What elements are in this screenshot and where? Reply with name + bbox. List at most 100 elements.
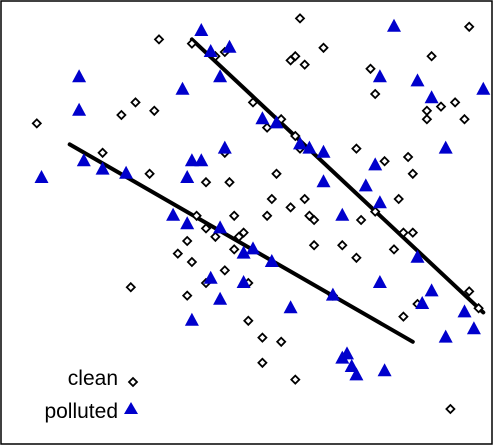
point-clean-14 — [130, 97, 141, 108]
point-clean-9 — [463, 21, 475, 33]
legend: clean polluted — [44, 367, 139, 423]
point-clean-30 — [97, 147, 108, 159]
legend-marker-clean — [127, 376, 139, 388]
point-polluted-22 — [293, 136, 307, 150]
point-polluted-1 — [203, 44, 218, 57]
point-polluted-30 — [372, 195, 387, 209]
point-polluted-26 — [438, 140, 453, 154]
point-polluted-5 — [387, 18, 401, 32]
point-clean-52 — [200, 223, 212, 234]
point-clean-64 — [308, 239, 320, 251]
point-polluted-32 — [180, 216, 195, 230]
point-clean-55 — [172, 248, 184, 259]
point-clean-45 — [355, 214, 367, 226]
point-clean-21 — [435, 101, 447, 112]
point-polluted-47 — [457, 304, 472, 318]
point-clean-59 — [219, 265, 231, 276]
point-clean-33 — [407, 168, 419, 180]
legend-label-clean: clean — [68, 367, 118, 390]
point-clean-13 — [247, 97, 259, 108]
point-clean-74 — [473, 302, 484, 314]
point-polluted-3 — [213, 69, 228, 83]
point-polluted-29 — [335, 207, 350, 221]
point-clean-70 — [257, 332, 268, 343]
point-polluted-46 — [415, 296, 430, 309]
point-clean-7 — [365, 63, 376, 75]
point-clean-25 — [290, 130, 301, 142]
point-clean-1 — [153, 34, 165, 45]
point-clean-54 — [181, 235, 193, 247]
point-clean-12 — [369, 88, 381, 100]
point-polluted-38 — [203, 270, 218, 284]
point-polluted-40 — [184, 312, 199, 326]
point-polluted-42 — [325, 287, 340, 301]
point-clean-24 — [459, 113, 470, 125]
point-polluted-51 — [344, 359, 359, 372]
point-polluted-18 — [194, 153, 209, 167]
point-clean-56 — [238, 227, 249, 238]
point-clean-27 — [402, 151, 414, 163]
point-clean-66 — [351, 252, 362, 264]
point-polluted-8 — [424, 90, 439, 104]
point-clean-2 — [186, 38, 198, 49]
point-clean-57 — [186, 256, 198, 268]
legend-label-polluted: polluted — [44, 400, 118, 423]
point-polluted-17 — [184, 153, 199, 167]
point-polluted-34 — [236, 245, 251, 259]
point-clean-46 — [398, 227, 409, 238]
point-clean-15 — [116, 109, 127, 121]
point-clean-77 — [445, 403, 456, 415]
point-clean-53 — [210, 231, 221, 243]
point-polluted-24 — [316, 144, 331, 158]
point-polluted-53 — [377, 363, 392, 377]
point-clean-47 — [388, 244, 400, 255]
point-polluted-7 — [410, 73, 425, 87]
point-clean-37 — [266, 193, 278, 205]
point-clean-39 — [261, 210, 273, 222]
point-clean-19 — [261, 122, 273, 133]
point-clean-65 — [337, 239, 348, 251]
point-clean-50 — [228, 210, 240, 222]
point-polluted-43 — [372, 275, 387, 288]
point-clean-71 — [398, 311, 409, 322]
point-polluted-31 — [166, 207, 181, 221]
point-clean-36 — [224, 176, 235, 188]
point-polluted-49 — [466, 321, 481, 335]
series-polluted — [34, 18, 491, 381]
point-clean-17 — [31, 118, 43, 129]
point-polluted-23 — [302, 140, 317, 154]
point-clean-73 — [463, 286, 475, 297]
point-clean-23 — [421, 113, 433, 125]
point-clean-62 — [181, 290, 193, 301]
point-clean-58 — [228, 244, 240, 255]
point-polluted-25 — [368, 157, 383, 171]
legend-marker-polluted — [124, 402, 138, 414]
point-polluted-21 — [269, 115, 284, 129]
point-clean-6 — [318, 42, 329, 54]
point-polluted-13 — [34, 170, 49, 183]
point-clean-35 — [200, 176, 212, 188]
point-clean-40 — [285, 202, 296, 213]
point-polluted-35 — [246, 241, 260, 255]
point-clean-42 — [308, 214, 320, 226]
point-clean-16 — [149, 105, 160, 117]
point-clean-76 — [257, 357, 268, 369]
point-polluted-27 — [358, 178, 373, 192]
point-clean-38 — [299, 193, 310, 205]
point-polluted-4 — [72, 69, 87, 83]
point-clean-75 — [290, 374, 301, 385]
point-clean-63 — [125, 281, 137, 293]
point-clean-31 — [144, 168, 155, 180]
point-polluted-54 — [340, 346, 354, 360]
point-clean-68 — [275, 336, 287, 348]
point-polluted-14 — [76, 153, 91, 167]
point-clean-48 — [407, 227, 419, 238]
point-polluted-39 — [213, 291, 228, 305]
point-clean-0 — [294, 13, 306, 24]
point-polluted-28 — [316, 174, 331, 188]
point-polluted-19 — [180, 170, 195, 183]
point-polluted-33 — [213, 220, 228, 234]
point-polluted-52 — [349, 367, 364, 381]
point-polluted-12 — [255, 111, 270, 125]
